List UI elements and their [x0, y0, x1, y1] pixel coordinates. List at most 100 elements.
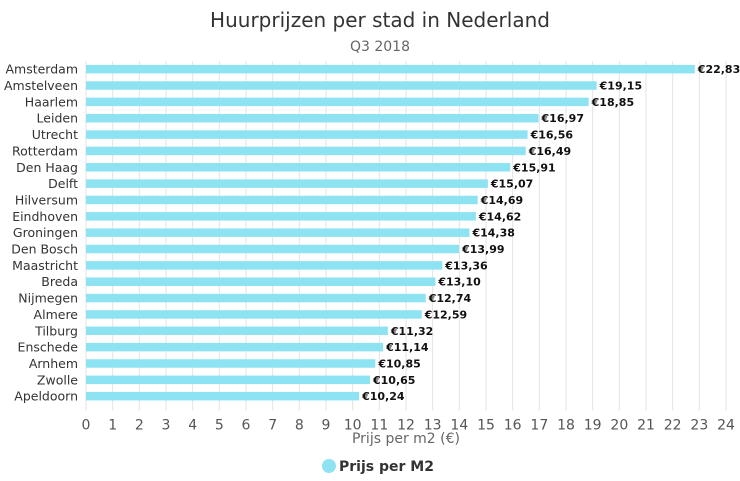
x-tick-label: 3 [162, 417, 171, 433]
bar[interactable] [86, 195, 478, 205]
x-tick-label: 16 [504, 417, 522, 433]
bar[interactable] [86, 244, 460, 254]
x-tick-label: 11 [370, 417, 388, 433]
x-tick-label: 0 [82, 417, 91, 433]
x-tick-label: 12 [397, 417, 415, 433]
bar-value-label: €11,32 [390, 325, 433, 338]
y-category-label: Maastricht [12, 258, 78, 273]
bars [86, 64, 695, 401]
x-tick-label: 20 [610, 417, 628, 433]
bar[interactable] [86, 146, 526, 156]
x-tick-label: 13 [424, 417, 442, 433]
bar[interactable] [86, 81, 597, 90]
bar-value-label: €22,83 [697, 63, 740, 76]
bar[interactable] [86, 130, 528, 139]
bar-value-label: €12,74 [428, 292, 472, 305]
y-category-label: Haarlem [25, 94, 78, 109]
bar-value-label: €13,36 [444, 259, 488, 272]
bar-value-label: €10,85 [377, 357, 420, 370]
legend[interactable]: Prijs per M2 [322, 459, 434, 475]
x-tick-label: 10 [344, 417, 362, 433]
x-tick-label: 1 [108, 417, 117, 433]
x-tick-label: 5 [215, 417, 224, 433]
bar[interactable] [86, 326, 388, 336]
bar[interactable] [86, 113, 539, 123]
bar-value-label: €14,69 [480, 194, 523, 207]
x-tick-label: 9 [322, 417, 331, 433]
x-tick-label: 24 [717, 417, 735, 433]
x-tick-label: 8 [295, 417, 304, 433]
y-category-label: Almere [34, 307, 79, 322]
bar-value-label: €18,85 [591, 96, 634, 109]
y-category-label: Hilversum [15, 192, 78, 207]
bar-value-label: €14,62 [478, 210, 521, 223]
bar-value-label: €15,07 [490, 178, 533, 191]
bar-value-label: €13,10 [437, 276, 481, 289]
bar-value-label: €10,24 [361, 390, 405, 403]
bar-value-label: €16,49 [528, 145, 571, 158]
bar[interactable] [86, 261, 443, 270]
y-category-label: Tilburg [34, 323, 78, 338]
y-category-label: Groningen [13, 225, 78, 240]
x-tick-label: 6 [242, 417, 251, 433]
y-category-label: Amstelveen [4, 78, 78, 93]
y-category-label: Amsterdam [5, 62, 78, 77]
bar-value-label: €12,59 [424, 308, 467, 321]
bar[interactable] [86, 64, 695, 74]
y-category-label: Breda [41, 274, 78, 289]
x-tick-label: 22 [664, 417, 682, 433]
bar[interactable] [86, 310, 422, 319]
y-category-label: Den Bosch [11, 242, 78, 257]
bar-value-label: €19,15 [599, 80, 642, 93]
y-category-label: Enschede [18, 340, 79, 355]
y-category-label: Utrecht [32, 127, 78, 142]
y-category-label: Nijmegen [18, 291, 78, 306]
y-category-label: Den Haag [16, 160, 78, 175]
bar-value-label: €15,91 [512, 161, 555, 174]
x-tick-label: 2 [135, 417, 144, 433]
x-axis-ticks: 0 1 2 3 4 5 6 7 8 9 10 11 12 13 14 15 16 17 18 19 20 21 22 23 24 [82, 417, 735, 433]
x-tick-label: 18 [557, 417, 575, 433]
y-category-label: Rotterdam [12, 143, 78, 158]
x-tick-label: 23 [690, 417, 708, 433]
x-tick-label: 15 [477, 417, 495, 433]
bar[interactable] [86, 359, 376, 368]
x-tick-label: 19 [584, 417, 602, 433]
bar[interactable] [86, 391, 360, 401]
data-labels: €22,83 €19,15 €18,85 €16,97 €16,56 €16,49 €15,… [361, 63, 740, 403]
bar[interactable] [86, 163, 511, 172]
y-category-label: Delft [48, 176, 78, 191]
y-category-label: Zwolle [37, 372, 78, 387]
x-tick-label: 14 [450, 417, 468, 433]
y-category-label: Leiden [37, 111, 78, 126]
x-tick-label: 4 [188, 417, 197, 433]
y-category-label: Eindhoven [12, 209, 78, 224]
legend-label: Prijs per M2 [339, 459, 434, 475]
bar-value-label: €14,38 [471, 227, 514, 240]
bar-value-label: €10,65 [372, 374, 415, 387]
bar[interactable] [86, 342, 384, 352]
bar[interactable] [86, 277, 436, 286]
bar-value-label: €16,97 [541, 112, 584, 125]
bar[interactable] [86, 212, 476, 221]
y-category-label: Apeldoorn [14, 389, 78, 404]
bar[interactable] [86, 228, 470, 237]
x-axis-title: Prijs per m2 (€) [352, 431, 460, 447]
y-category-label: Arnhem [29, 356, 78, 371]
x-tick-label: 17 [530, 417, 548, 433]
bar-value-label: €11,14 [385, 341, 429, 354]
x-tick-label: 7 [268, 417, 277, 433]
legend-swatch [322, 459, 336, 473]
chart-subtitle: Q3 2018 [350, 39, 410, 55]
bar[interactable] [86, 97, 589, 107]
bar[interactable] [86, 293, 426, 303]
bar-value-label: €13,99 [461, 243, 504, 256]
chart-title: Huurprijzen per stad in Nederland [210, 8, 550, 32]
bar[interactable] [86, 179, 488, 188]
bar-value-label: €16,56 [530, 129, 574, 142]
x-tick-label: 21 [637, 417, 655, 433]
bar[interactable] [86, 375, 370, 385]
